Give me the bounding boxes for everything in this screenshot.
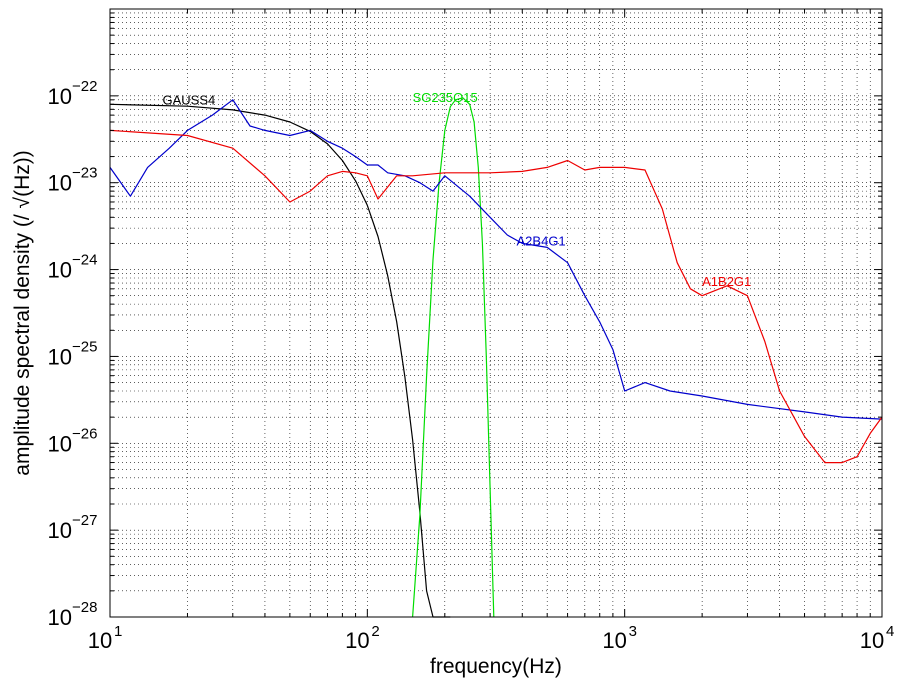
y-tick-exponent: −27 [72, 512, 97, 529]
series-line-sg235q15 [412, 97, 495, 618]
series-line-gauss4 [109, 103, 451, 618]
y-tick-label: 10 [48, 344, 72, 369]
y-tick-label: 10 [48, 518, 72, 543]
x-tick-exponent: 1 [114, 623, 122, 640]
y-tick-exponent: −23 [72, 165, 97, 182]
x-tick-label: 10 [345, 628, 369, 653]
y-tick-label: 10 [48, 84, 72, 109]
series-labels: GAUSS4 SG235Q15 A2B4G1 A1B2G1 [163, 90, 752, 289]
series-label-a2b4g1: A2B4G1 [517, 233, 566, 248]
x-tick-label: 10 [88, 628, 112, 653]
series-line-a2b4g1 [109, 99, 883, 420]
x-tick-exponent: 2 [371, 623, 379, 640]
y-tick-exponent: −24 [72, 252, 97, 269]
y-tick-label: 10 [48, 258, 72, 283]
x-axis-title: frequency(Hz) [430, 655, 562, 678]
y-tick-label: 10 [48, 605, 72, 630]
y-tick-exponent: −25 [72, 338, 97, 355]
y-tick-label: 10 [48, 431, 72, 456]
plot-frame [109, 8, 883, 618]
series-label-a1b2g1: A1B2G1 [702, 274, 751, 289]
x-tick-exponent: 4 [886, 623, 894, 640]
series-label-gauss4: GAUSS4 [163, 92, 216, 107]
x-tick-label: 10 [860, 628, 884, 653]
ticks [109, 8, 883, 618]
series-line-a1b2g1 [109, 129, 883, 464]
x-tick-exponent: 3 [629, 623, 637, 640]
x-tick-label: 10 [602, 628, 626, 653]
grid [110, 9, 882, 617]
y-tick-exponent: −26 [72, 425, 97, 442]
y-tick-exponent: −22 [72, 78, 97, 95]
y-tick-label: 10 [48, 171, 72, 196]
y-axis-title: amplitude spectral density (/ √(Hz)) [11, 150, 34, 475]
series-label-sg235q15: SG235Q15 [413, 90, 478, 105]
plot-curves [109, 97, 883, 618]
y-tick-exponent: −28 [72, 599, 97, 616]
